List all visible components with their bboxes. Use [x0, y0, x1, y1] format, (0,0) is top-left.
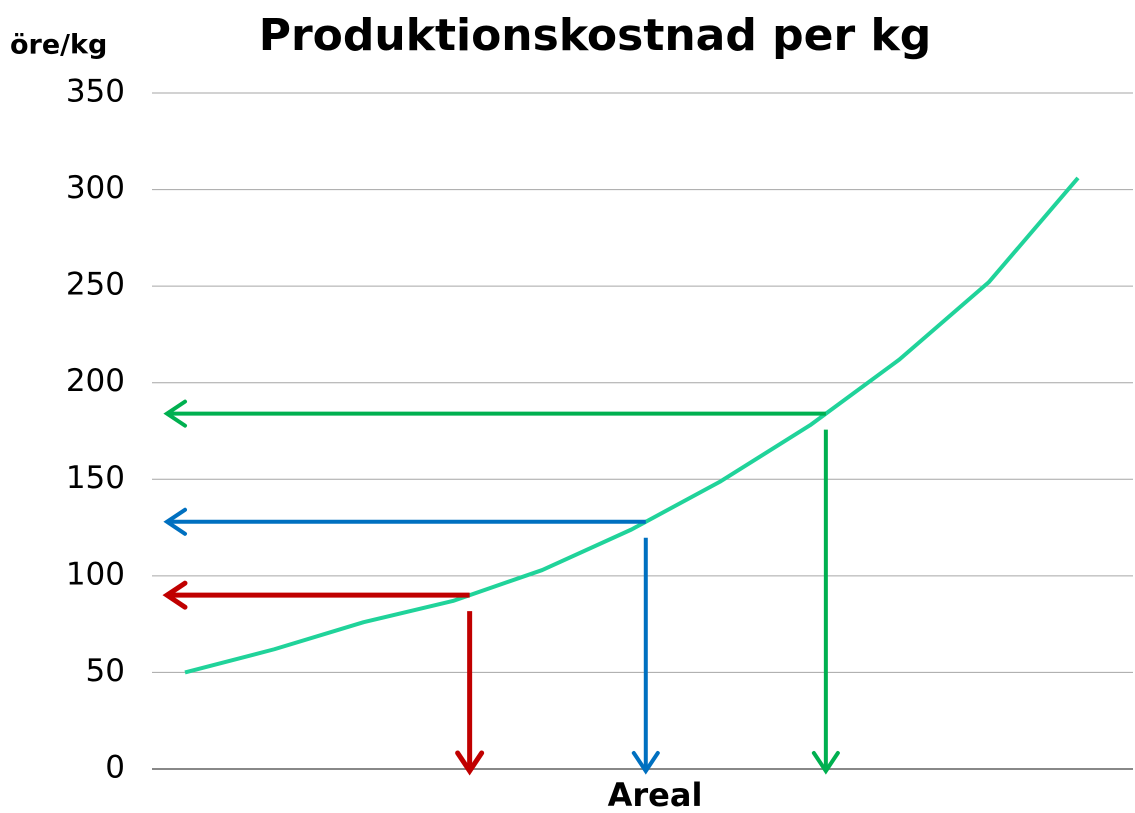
y-tick-label: 0: [105, 750, 125, 786]
line: [184, 176, 1080, 675]
chart-title: Produktionskostnad per kg: [259, 10, 932, 61]
x-axis-label: Areal: [608, 776, 703, 813]
y-tick-label: 300: [66, 170, 125, 206]
y-tick-label: 200: [66, 363, 125, 399]
arrow-head: [455, 750, 485, 776]
y-tick-label: 50: [86, 653, 125, 689]
arrow-head: [811, 751, 840, 775]
arrow-head: [163, 399, 187, 428]
y-tick-label: 150: [66, 460, 125, 496]
y-tick-label: 100: [66, 556, 125, 592]
y-tick-label: 350: [66, 74, 125, 110]
arrow-head: [631, 751, 660, 775]
y-tick-label: 250: [66, 267, 125, 303]
arrow-head: [162, 580, 188, 610]
arrow-head: [163, 507, 187, 536]
y-axis-label: öre/kg: [10, 30, 107, 61]
